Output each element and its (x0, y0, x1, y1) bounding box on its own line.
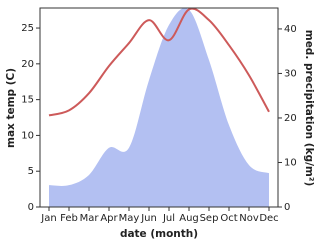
y2-tick-label: 0 (284, 202, 290, 213)
x-tick-label: Jan (40, 213, 56, 224)
precipitation-area (49, 7, 269, 207)
x-tick-label: Dec (259, 213, 278, 224)
x-tick-label: Apr (100, 213, 118, 224)
x-tick-label: Aug (179, 213, 199, 224)
y-tick-label: 25 (21, 23, 34, 34)
y2-tick-label: 40 (284, 24, 297, 35)
y2-tick-label: 20 (284, 113, 297, 124)
y-tick-label: 0 (28, 202, 34, 213)
y-tick-label: 20 (21, 59, 34, 70)
y-tick-label: 5 (28, 166, 34, 177)
plot-frame (39, 7, 279, 208)
x-tick-label: Jun (140, 213, 157, 224)
x-tick-label: Feb (60, 213, 78, 224)
x-axis-label: date (month) (120, 228, 198, 240)
x-tick-label: Sep (200, 213, 219, 224)
x-tick-label: May (119, 213, 140, 224)
x-tick-label: Nov (239, 213, 259, 224)
x-tick-label: Oct (220, 213, 237, 224)
y-tick-label: 15 (21, 95, 34, 106)
x-tick-label: Jul (162, 213, 175, 224)
temp-line (48, 7, 270, 117)
y-axis-label: max temp (C) (5, 68, 17, 148)
y-tick-label: 10 (21, 130, 34, 141)
y2-tick-label: 10 (284, 157, 297, 168)
x-tick-label: Mar (80, 213, 100, 224)
y2-tick-label: 30 (284, 68, 297, 79)
y2-axis-label: med. precipitation (kg/m²) (303, 30, 315, 187)
